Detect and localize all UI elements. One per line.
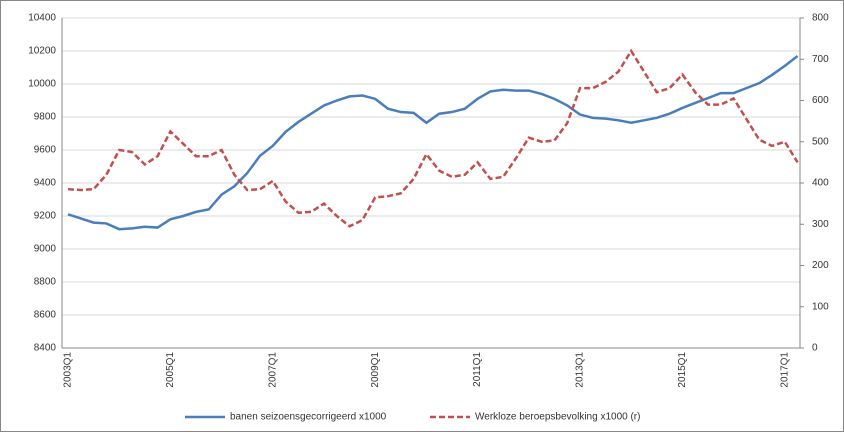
y2-tick-label: 600 — [812, 95, 829, 106]
y2-tick-label: 0 — [812, 343, 818, 354]
y2-tick-label: 400 — [812, 178, 829, 189]
x-tick-label: 2013Q1 — [575, 352, 586, 388]
x-tick-label: 2015Q1 — [677, 352, 688, 388]
y-tick-label: 8600 — [34, 310, 57, 321]
x-tick-label: 2007Q1 — [267, 352, 278, 388]
y-tick-label: 10400 — [28, 13, 56, 24]
y-tick-label: 9000 — [34, 244, 57, 255]
y2-tick-label: 500 — [812, 136, 829, 147]
y-tick-label: 8400 — [34, 343, 57, 354]
x-tick-label: 2009Q1 — [370, 352, 381, 388]
series-line — [67, 54, 799, 231]
y2-tick-label: 200 — [812, 260, 829, 271]
legend-label: Werkloze beroepsbevolking x1000 (r) — [475, 412, 640, 423]
y2-tick-label: 300 — [812, 219, 829, 230]
x-tick-label: 2017Q1 — [779, 352, 790, 388]
y2-tick-label: 800 — [812, 13, 829, 24]
x-tick-label: 2003Q1 — [63, 352, 74, 388]
x-tick-label: 2005Q1 — [165, 352, 176, 388]
y-tick-label: 9200 — [34, 211, 57, 222]
y-tick-label: 10200 — [28, 46, 56, 57]
y-tick-label: 9600 — [34, 145, 57, 156]
y2-tick-label: 100 — [812, 301, 829, 312]
legend-label: banen seizoensgecorrigeerd x1000 — [230, 412, 387, 423]
x-tick-label: 2011Q1 — [472, 352, 483, 387]
y2-tick-label: 700 — [812, 54, 829, 65]
y-tick-label: 10000 — [28, 79, 56, 90]
series-line — [67, 48, 799, 228]
y-tick-label: 9400 — [34, 178, 57, 189]
y-tick-label: 8800 — [34, 277, 57, 288]
y-tick-label: 9800 — [34, 112, 57, 123]
